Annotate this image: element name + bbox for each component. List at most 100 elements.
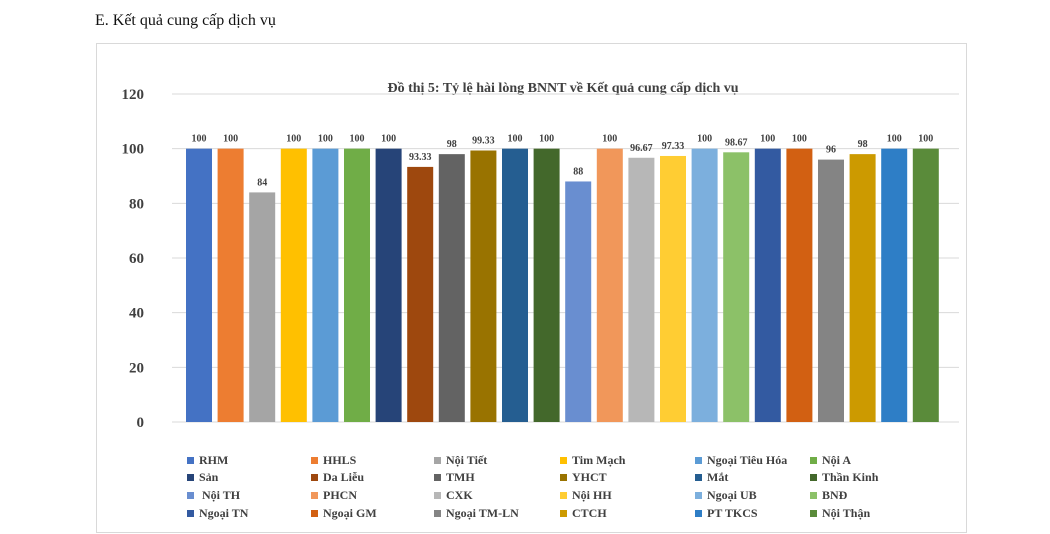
legend-label: PT TKCS bbox=[707, 506, 758, 520]
bar bbox=[754, 148, 781, 422]
data-label: 98 bbox=[858, 139, 868, 150]
y-tick-label: 40 bbox=[129, 306, 144, 322]
bar bbox=[628, 157, 655, 422]
bar bbox=[818, 159, 844, 422]
legend-swatch bbox=[810, 457, 817, 464]
bar bbox=[438, 154, 465, 422]
legend-swatch bbox=[311, 492, 318, 499]
legend-label: Thần Kinh bbox=[822, 470, 879, 484]
legend-swatch bbox=[434, 492, 441, 499]
bar bbox=[344, 148, 370, 422]
data-label: 96 bbox=[826, 145, 836, 156]
data-label: 100 bbox=[697, 134, 712, 145]
data-label: 100 bbox=[539, 134, 554, 145]
legend-label: Nội Tiết bbox=[446, 453, 487, 467]
bar-chart: Đồ thị 5: Tỷ lệ hài lòng BNNT về Kết quả… bbox=[122, 81, 959, 520]
data-label: 100 bbox=[508, 134, 523, 145]
data-label: 99.33 bbox=[472, 135, 495, 146]
legend-swatch bbox=[434, 457, 441, 464]
legend-label: Ngoại UB bbox=[707, 488, 757, 502]
legend-swatch bbox=[810, 492, 817, 499]
data-label: 100 bbox=[192, 134, 207, 145]
legend-label: Nội A bbox=[822, 453, 851, 467]
legend-label: Nội TH bbox=[199, 488, 241, 502]
bar bbox=[217, 148, 244, 422]
legend-swatch bbox=[311, 510, 318, 517]
legend-swatch bbox=[187, 457, 194, 464]
legend-label: Ngoại TN bbox=[199, 506, 249, 520]
legend-swatch bbox=[434, 474, 441, 481]
data-label: 96.67 bbox=[630, 143, 653, 154]
data-label: 84 bbox=[257, 177, 267, 188]
legend-swatch bbox=[695, 474, 702, 481]
legend-swatch bbox=[560, 510, 567, 517]
legend-swatch bbox=[810, 474, 817, 481]
legend-label: YHCT bbox=[572, 470, 607, 484]
bar bbox=[691, 148, 718, 422]
y-tick-label: 100 bbox=[122, 142, 145, 158]
chart-container: Đồ thị 5: Tỷ lệ hài lòng BNNT về Kết quả… bbox=[96, 43, 967, 533]
legend-label: CTCH bbox=[572, 506, 607, 520]
data-label: 100 bbox=[318, 134, 333, 145]
legend-label: BNĐ bbox=[822, 488, 848, 502]
data-label: 100 bbox=[792, 134, 807, 145]
data-label: 100 bbox=[918, 134, 933, 145]
legend-label: Tim Mạch bbox=[572, 453, 626, 467]
legend-swatch bbox=[187, 492, 194, 499]
data-label: 98.67 bbox=[725, 137, 748, 148]
legend-swatch bbox=[311, 474, 318, 481]
bar bbox=[312, 148, 339, 422]
bar bbox=[280, 148, 307, 422]
legend-swatch bbox=[560, 457, 567, 464]
bar bbox=[849, 154, 876, 422]
legend-swatch bbox=[187, 474, 194, 481]
legend-label: Da Liễu bbox=[323, 470, 364, 484]
bar bbox=[186, 148, 212, 422]
bar bbox=[723, 152, 750, 422]
legend-swatch bbox=[560, 492, 567, 499]
y-tick-label: 120 bbox=[122, 87, 145, 103]
data-label: 100 bbox=[223, 134, 238, 145]
y-axis-ticks: 0 20 40 60 80 100 120 bbox=[122, 87, 145, 431]
legend-label: Ngoại Tiêu Hóa bbox=[707, 453, 787, 467]
data-labels: 100 100 84 100 100 100 100 93.33 98 99.33 100 100 88… bbox=[192, 134, 934, 189]
bar bbox=[660, 155, 686, 422]
bar bbox=[596, 148, 623, 422]
bars bbox=[186, 148, 939, 423]
y-tick-label: 20 bbox=[129, 360, 144, 376]
bar bbox=[881, 148, 908, 422]
bar bbox=[565, 181, 592, 422]
bar bbox=[786, 148, 813, 422]
legend-swatch bbox=[695, 492, 702, 499]
section-heading: E. Kết quả cung cấp dịch vụ bbox=[95, 12, 276, 29]
legend: RHM HHLS Nội Tiết Tim Mạch Ngoại Tiêu Hóa Nội… bbox=[187, 453, 879, 520]
y-tick-label: 80 bbox=[129, 196, 144, 212]
y-tick-label: 60 bbox=[129, 251, 144, 267]
legend-label: Nội HH bbox=[572, 488, 612, 502]
legend-label: Nội Thận bbox=[822, 506, 870, 520]
y-tick-label: 0 bbox=[137, 415, 145, 431]
data-label: 100 bbox=[602, 134, 617, 145]
legend-label: Mắt bbox=[707, 470, 728, 484]
legend-label: Sản bbox=[199, 470, 219, 484]
data-label: 97.33 bbox=[662, 141, 685, 152]
data-label: 100 bbox=[350, 134, 365, 145]
legend-label: RHM bbox=[199, 453, 228, 467]
data-label: 93.33 bbox=[409, 152, 432, 163]
bar bbox=[533, 148, 560, 422]
chart-title: Đồ thị 5: Tỷ lệ hài lòng BNNT về Kết quả… bbox=[387, 81, 738, 96]
legend-label: PHCN bbox=[323, 488, 357, 502]
data-label: 100 bbox=[760, 134, 775, 145]
data-label: 88 bbox=[573, 166, 583, 177]
legend-label: TMH bbox=[446, 470, 475, 484]
legend-label: HHLS bbox=[323, 453, 357, 467]
legend-label: CXK bbox=[446, 488, 473, 502]
legend-swatch bbox=[695, 457, 702, 464]
data-label: 100 bbox=[381, 134, 396, 145]
legend-swatch bbox=[810, 510, 817, 517]
legend-swatch bbox=[695, 510, 702, 517]
legend-swatch bbox=[434, 510, 441, 517]
bar bbox=[249, 192, 276, 422]
legend-label: Ngoại GM bbox=[323, 506, 377, 520]
legend-swatch bbox=[311, 457, 318, 464]
